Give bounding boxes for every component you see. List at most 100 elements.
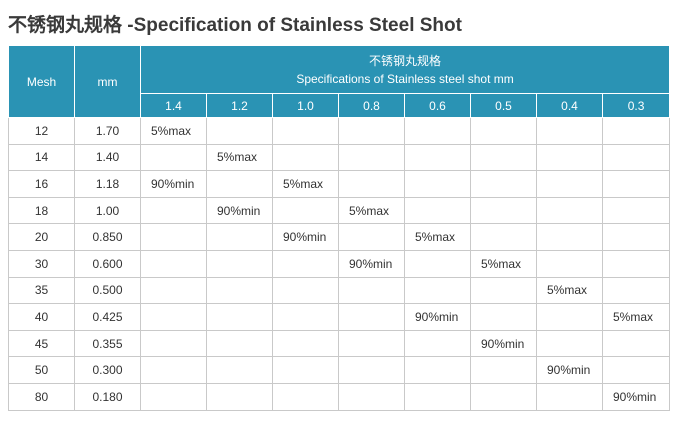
header-group: 不锈钢丸规格 Specifications of Stainless steel…: [139, 45, 671, 94]
value-cell: [272, 329, 339, 358]
value-cell: [601, 356, 671, 384]
value-cell: [272, 249, 339, 278]
mm-cell: 1.70: [74, 117, 141, 145]
table-row: 35 0.500 5%max: [8, 276, 671, 305]
header-size-2: 1.0: [272, 93, 339, 118]
value-cell: [206, 303, 273, 331]
value-cell: [338, 303, 405, 331]
value-cell: [536, 329, 603, 358]
mm-cell: 0.500: [74, 276, 141, 305]
value-cell: [338, 382, 405, 411]
mesh-cell: 14: [8, 143, 75, 172]
header-group-en: Specifications of Stainless steel shot m…: [296, 71, 514, 86]
value-cell: [536, 196, 603, 225]
header-size-3: 0.8: [338, 93, 405, 118]
header-group-cn: 不锈钢丸规格: [369, 53, 442, 68]
value-cell: [206, 276, 273, 305]
header-size-row: 1.4 1.2 1.0 0.8 0.6 0.5 0.4 0.3: [9, 93, 671, 118]
value-cell: [206, 356, 273, 384]
value-cell: 90%min: [338, 249, 405, 278]
value-cell: [206, 382, 273, 411]
value-cell: [272, 196, 339, 225]
mm-cell: 0.355: [74, 329, 141, 358]
value-cell: 5%max: [206, 143, 273, 172]
value-cell: [140, 382, 207, 411]
value-cell: [404, 329, 471, 358]
header-mesh: Mesh: [8, 45, 75, 118]
mesh-cell: 16: [8, 170, 75, 198]
value-cell: [470, 223, 537, 251]
value-cell: [404, 117, 471, 145]
mm-cell: 0.850: [74, 223, 141, 251]
mesh-cell: 40: [8, 303, 75, 331]
value-cell: 5%max: [601, 303, 671, 331]
value-cell: 5%max: [536, 276, 603, 305]
value-cell: [206, 329, 273, 358]
value-cell: 5%max: [338, 196, 405, 225]
value-cell: 5%max: [140, 117, 207, 145]
value-cell: [404, 249, 471, 278]
mesh-cell: 20: [8, 223, 75, 251]
value-cell: [140, 249, 207, 278]
value-cell: [338, 223, 405, 251]
value-cell: [206, 117, 273, 145]
value-cell: [601, 170, 671, 198]
value-cell: [470, 356, 537, 384]
value-cell: [470, 117, 537, 145]
value-cell: [272, 143, 339, 172]
value-cell: [338, 329, 405, 358]
value-cell: [470, 196, 537, 225]
table-row: 45 0.355 90%min: [8, 329, 671, 358]
value-cell: [470, 276, 537, 305]
value-cell: 5%max: [470, 249, 537, 278]
value-cell: [140, 223, 207, 251]
value-cell: [536, 117, 603, 145]
header-size-6: 0.4: [536, 93, 603, 118]
value-cell: [272, 303, 339, 331]
value-cell: [140, 356, 207, 384]
value-cell: [536, 143, 603, 172]
value-cell: [470, 143, 537, 172]
mesh-cell: 45: [8, 329, 75, 358]
value-cell: 5%max: [404, 223, 471, 251]
value-cell: 90%min: [601, 382, 671, 411]
mm-cell: 0.600: [74, 249, 141, 278]
table-row: 16 1.18 90%min 5%max: [8, 170, 671, 198]
value-cell: [601, 117, 671, 145]
value-cell: 90%min: [272, 223, 339, 251]
value-cell: [338, 117, 405, 145]
value-cell: [404, 356, 471, 384]
value-cell: [404, 382, 471, 411]
header-mm: mm: [74, 45, 141, 118]
header-size-7: 0.3: [601, 93, 671, 118]
header-size-4: 0.6: [404, 93, 471, 118]
value-cell: [338, 170, 405, 198]
table-row: 30 0.600 90%min 5%max: [8, 249, 671, 278]
mm-cell: 0.425: [74, 303, 141, 331]
value-cell: [140, 276, 207, 305]
value-cell: [272, 356, 339, 384]
mesh-cell: 12: [8, 117, 75, 145]
mesh-cell: 50: [8, 356, 75, 384]
value-cell: [601, 329, 671, 358]
value-cell: 90%min: [140, 170, 207, 198]
value-cell: [140, 196, 207, 225]
mesh-cell: 80: [8, 382, 75, 411]
value-cell: [206, 223, 273, 251]
mesh-cell: 18: [8, 196, 75, 225]
mm-cell: 1.40: [74, 143, 141, 172]
header-size-5: 0.5: [470, 93, 537, 118]
table-row: 14 1.40 5%max: [8, 143, 671, 172]
mm-cell: 0.180: [74, 382, 141, 411]
value-cell: 90%min: [536, 356, 603, 384]
value-cell: [272, 117, 339, 145]
table-row: 18 1.00 90%min 5%max: [8, 196, 671, 225]
value-cell: [140, 143, 207, 172]
mesh-cell: 30: [8, 249, 75, 278]
value-cell: 5%max: [272, 170, 339, 198]
value-cell: [338, 356, 405, 384]
value-cell: 90%min: [470, 329, 537, 358]
value-cell: [206, 249, 273, 278]
value-cell: [536, 382, 603, 411]
mm-cell: 1.18: [74, 170, 141, 198]
